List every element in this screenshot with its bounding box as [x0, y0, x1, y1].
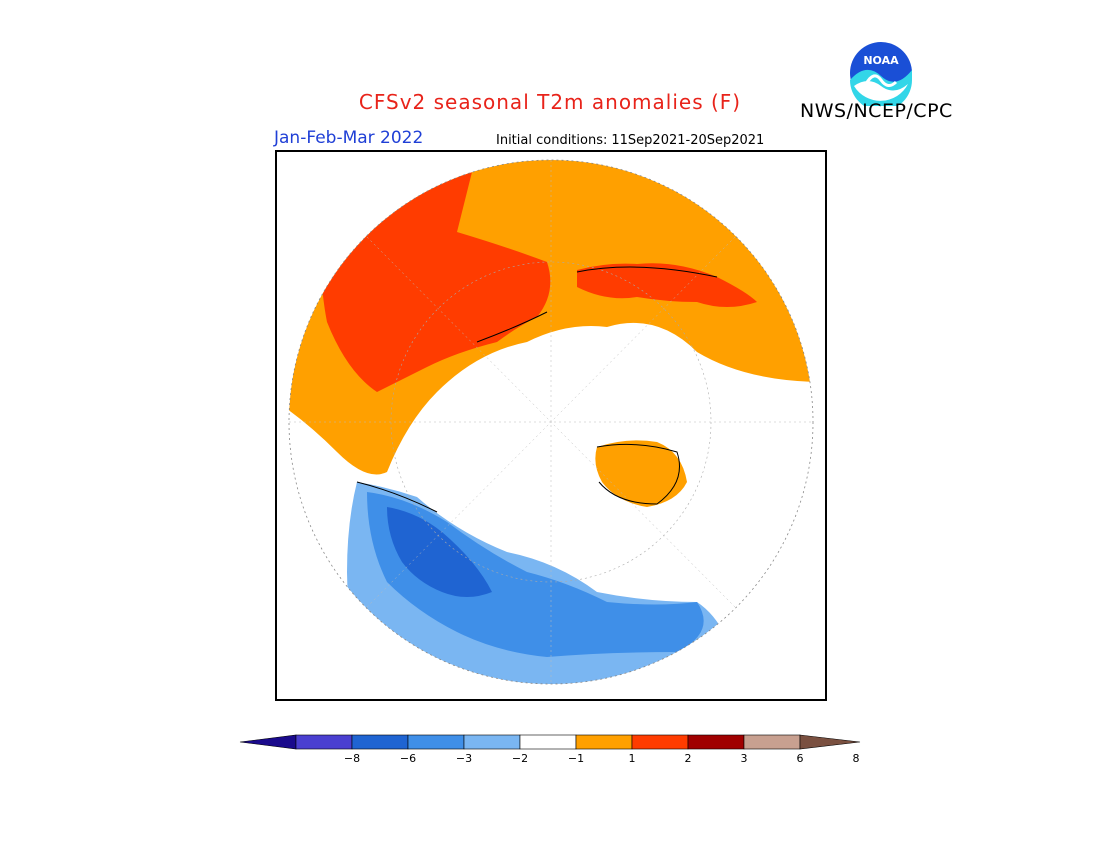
anomaly-map [275, 150, 827, 701]
colorbar-box-8 [743, 734, 801, 750]
colorbar-arrow-right [799, 734, 861, 750]
colorbar-tick-label: 2 [684, 752, 692, 765]
ic-label: Initial conditions: [496, 133, 608, 148]
noaa-logo: NOAA [850, 42, 912, 106]
colorbar-tick-label: −8 [343, 752, 361, 765]
period-label: Jan-Feb-Mar 2022 [274, 128, 424, 148]
colorbar-box-1 [351, 734, 409, 750]
colorbar-box-5 [575, 734, 633, 750]
colorbar-box-3 [463, 734, 521, 750]
colorbar-tick-label: 3 [740, 752, 748, 765]
colorbar-box-2 [407, 734, 465, 750]
map-canvas [288, 159, 814, 685]
colorbar-tick-label: −2 [511, 752, 529, 765]
region-greenland-warm [595, 440, 687, 507]
color-bar [239, 734, 861, 750]
colorbar-box-4 [519, 734, 577, 750]
region-na-cold-mid [367, 492, 704, 657]
latitude-circle-outer [288, 159, 814, 685]
colorbar-arrow-left [239, 734, 297, 750]
colorbar-box-6 [631, 734, 689, 750]
colorbar-tick-label: 1 [628, 752, 636, 765]
colorbar-tick-label: −3 [455, 752, 473, 765]
svg-text:NOAA: NOAA [863, 54, 899, 67]
region-na-cold-deep [387, 507, 492, 597]
colorbar-box-7 [687, 734, 745, 750]
colorbar-tick-label: 8 [852, 752, 860, 765]
colorbar-box-0 [295, 734, 353, 750]
region-siberia-red [577, 263, 757, 307]
colorbar-tick-label: −6 [399, 752, 417, 765]
coastline-hint [356, 266, 718, 513]
map-title: CFSv2 seasonal T2m anomalies (F) [358, 90, 742, 114]
colorbar-tick-label: −1 [567, 752, 585, 765]
initial-conditions: Initial conditions: 11Sep2021-20Sep2021 [492, 133, 764, 148]
agency-label: NWS/NCEP/CPC [800, 100, 953, 122]
ic-range: 11Sep2021-20Sep2021 [611, 133, 765, 148]
colorbar-tick-label: 6 [796, 752, 804, 765]
